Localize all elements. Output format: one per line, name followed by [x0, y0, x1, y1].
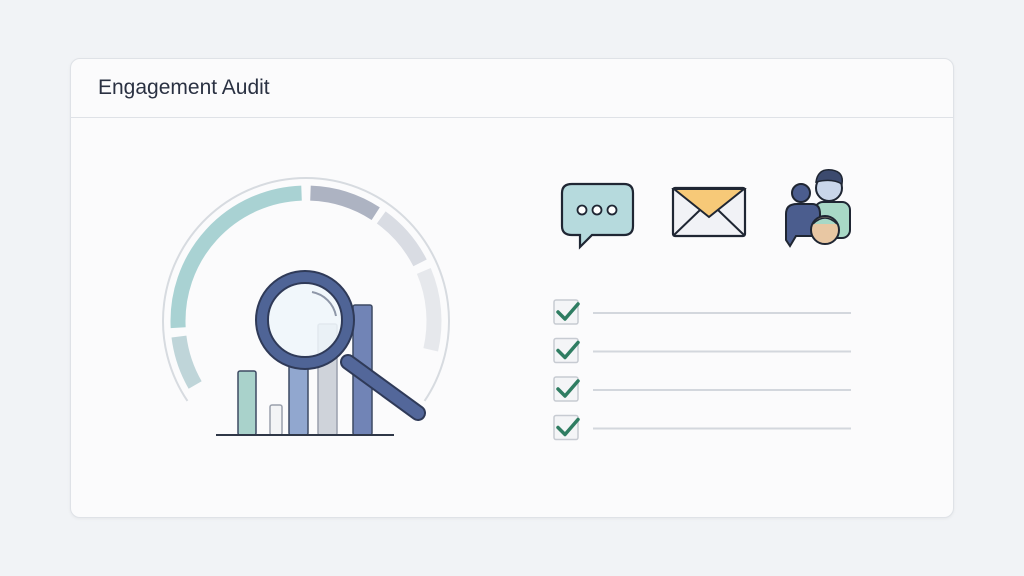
people-icon [785, 169, 851, 248]
checklist [553, 299, 851, 441]
checkbox[interactable] [553, 299, 579, 325]
envelope-icon [671, 186, 747, 238]
gauge-icon [162, 177, 450, 402]
checkmark-icon [556, 340, 580, 360]
gauge-outline [162, 177, 450, 402]
card-header: Engagement Audit [71, 59, 953, 118]
audit-card: Engagement Audit [70, 58, 954, 518]
checklist-item [553, 337, 851, 364]
checkmark-icon [556, 302, 580, 321]
checkmark-icon [556, 379, 580, 398]
checklist-item [553, 376, 851, 402]
magnifier-icon [255, 270, 426, 421]
checklist-item [553, 414, 851, 441]
checkbox[interactable] [553, 414, 579, 441]
gauge-segment [416, 268, 442, 352]
checklist-item [553, 299, 851, 325]
gauge-segment [171, 335, 202, 389]
gauge-segment [170, 185, 302, 329]
gauge-segment [376, 211, 427, 267]
checkmark-icon [556, 417, 580, 437]
checkbox[interactable] [553, 376, 579, 402]
chat-bubble-icon [560, 182, 635, 250]
gauge-segment [310, 185, 380, 221]
checkbox[interactable] [553, 337, 579, 364]
page-title: Engagement Audit [98, 76, 270, 99]
